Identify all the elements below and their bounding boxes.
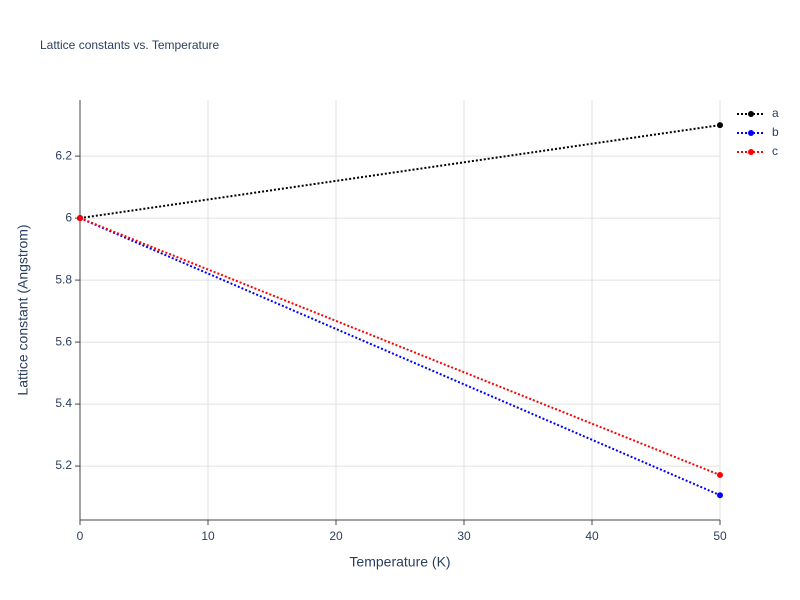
point [77,215,83,222]
series-line [79,217,721,476]
y-tick-label: 5.6 [55,334,72,348]
x-tick-label: 20 [329,529,343,543]
y-tick-label: 6 [65,210,72,224]
y-tick-label: 5.8 [55,272,72,286]
chart-title: Lattice constants vs. Temperature [40,38,220,52]
x-tick-label: 50 [713,529,727,543]
point [717,472,723,479]
x-tick-label: 30 [457,529,471,543]
series-line [79,217,721,497]
y-tick-label: 6.2 [55,148,72,162]
point [717,122,723,129]
series-line [79,124,721,220]
legend-marker [748,111,754,117]
x-axis-title: Temperature (K) [349,554,450,570]
point [717,492,723,499]
legend-label: a [772,106,779,120]
legend-marker [748,149,754,155]
y-tick-label: 5.2 [55,458,72,472]
legend-label: b [772,125,779,139]
y-axis-title: Lattice constant (Angstrom) [15,224,31,395]
x-tick-label: 0 [77,529,84,543]
legend-marker [748,130,754,136]
legend-label: c [772,144,778,158]
y-tick-label: 5.4 [55,396,72,410]
x-tick-label: 40 [585,529,599,543]
x-tick-label: 10 [201,529,215,543]
